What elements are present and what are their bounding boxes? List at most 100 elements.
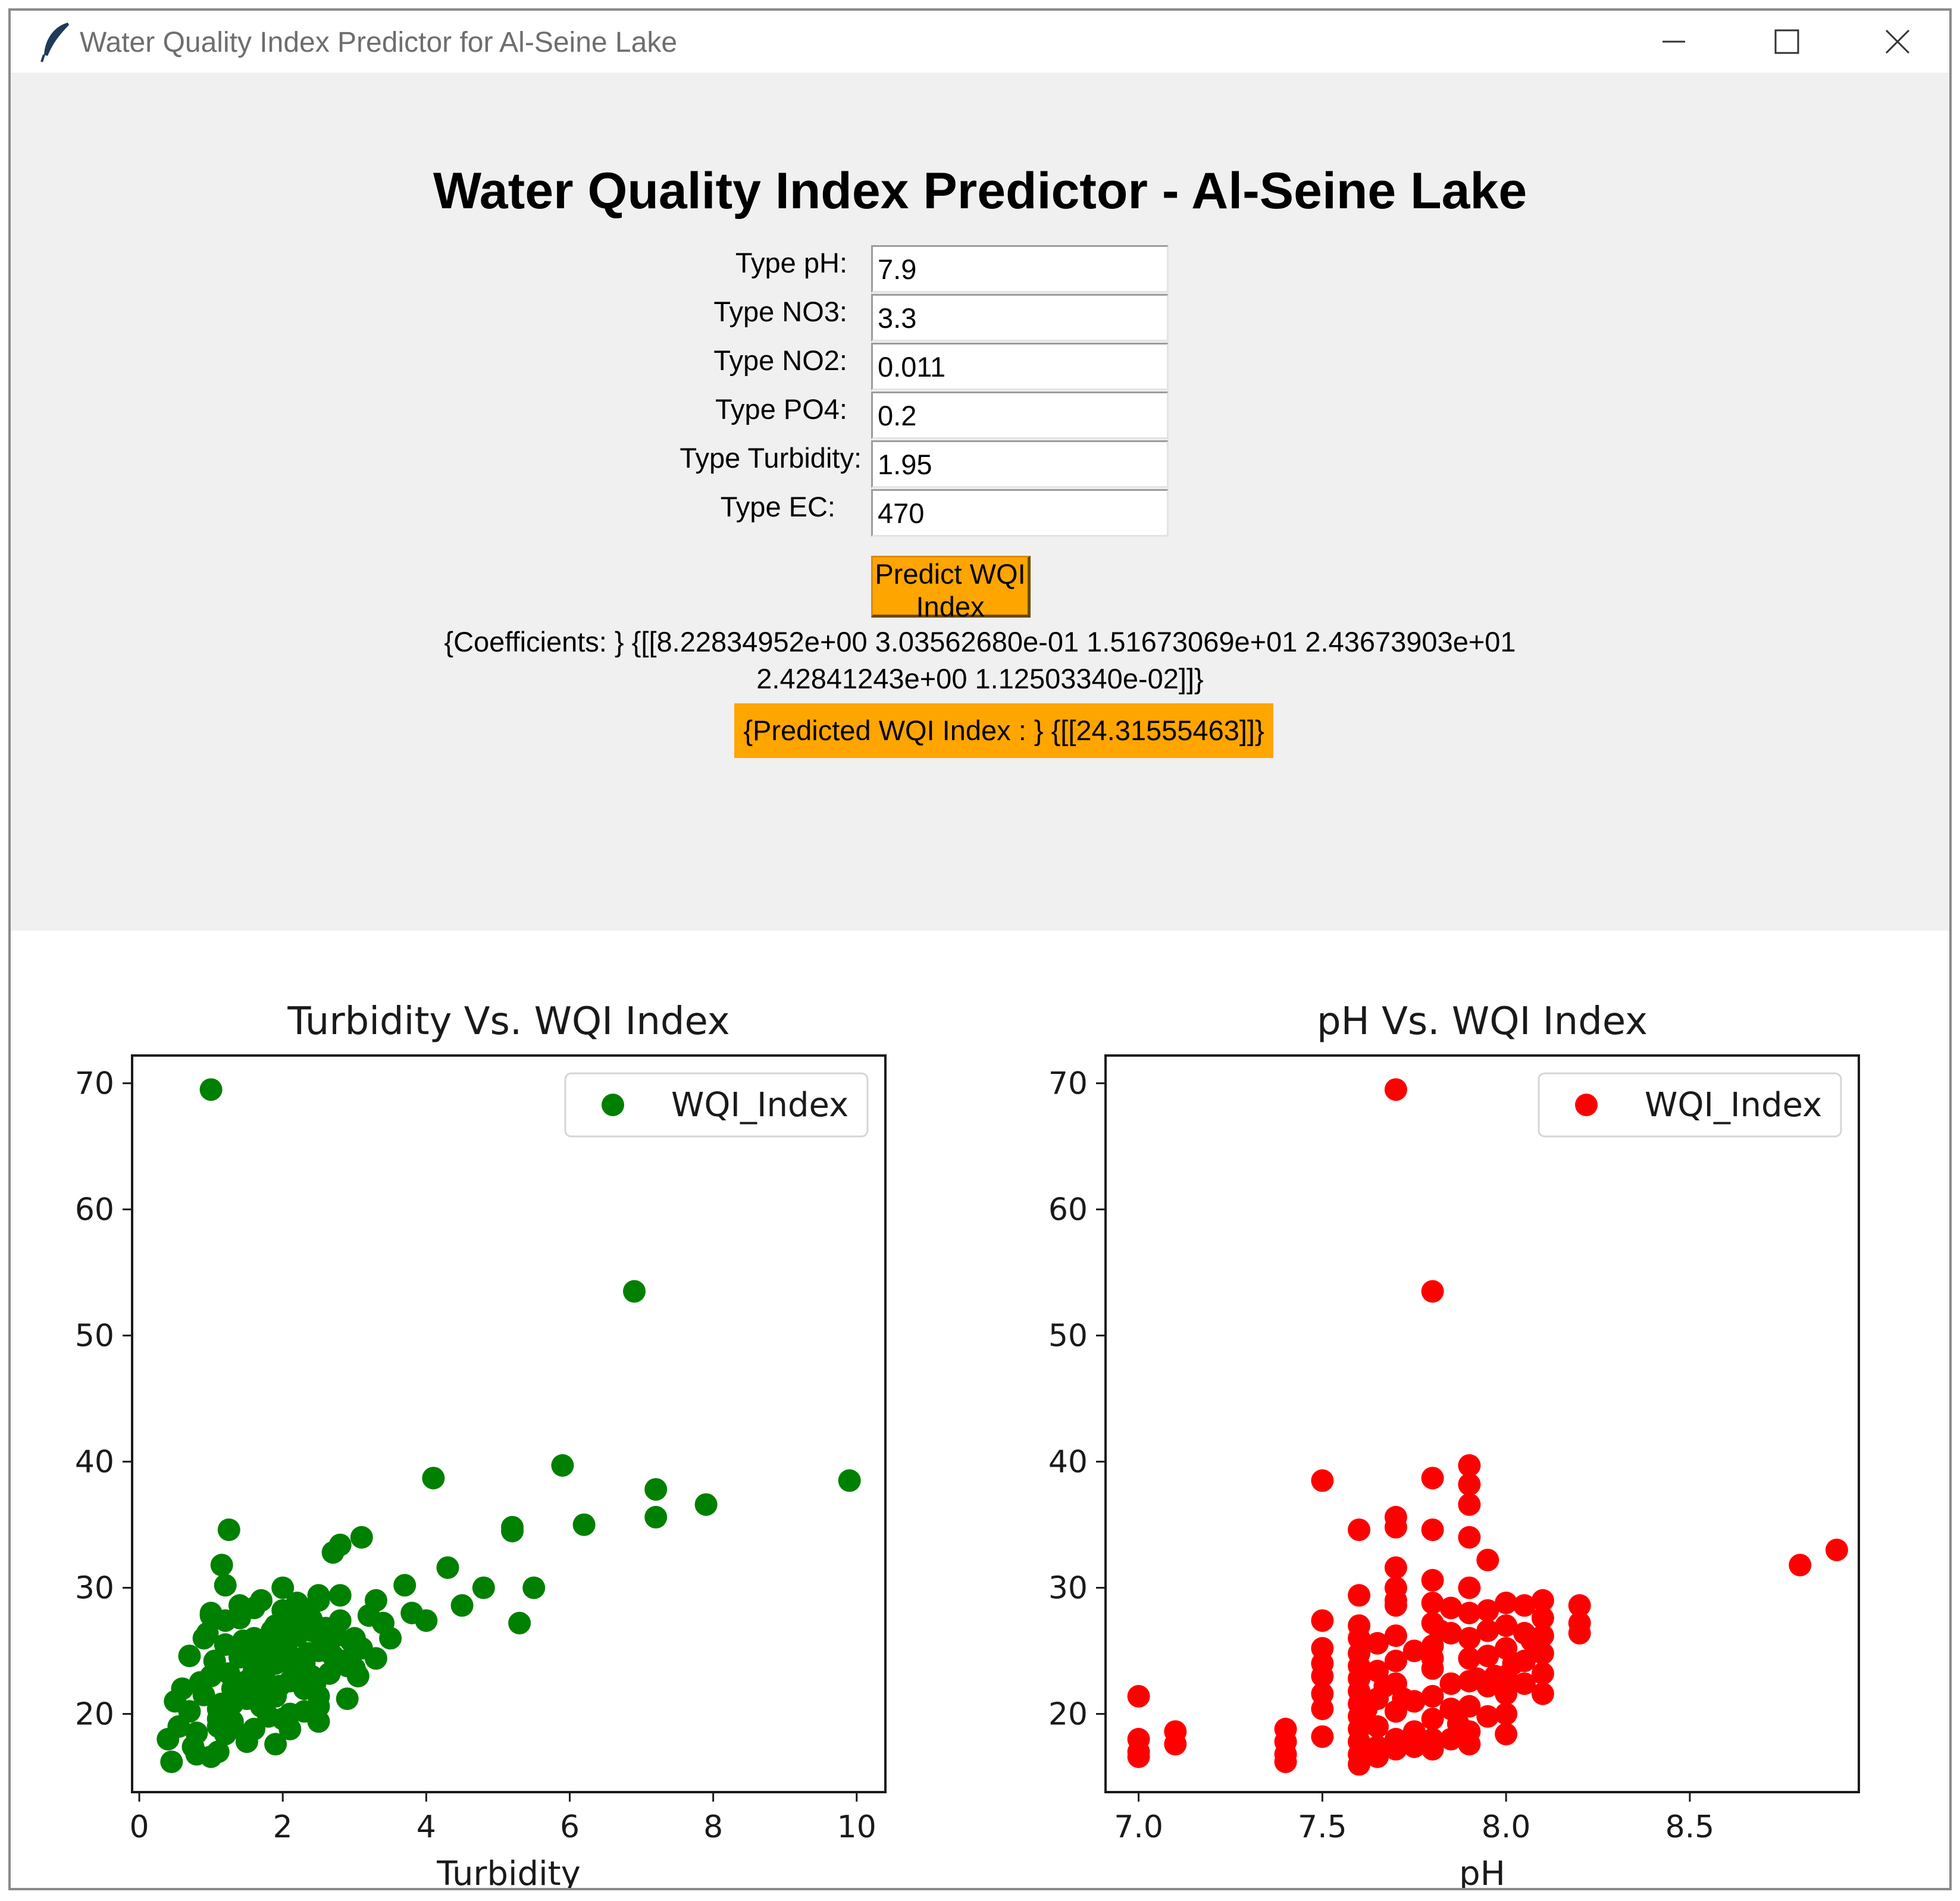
turbidity-data-point <box>221 1692 244 1715</box>
ph-y-tick-label: 30 <box>1048 1571 1088 1606</box>
ph-y-tick-label: 60 <box>1048 1192 1088 1228</box>
turbidity-data-point <box>185 1743 208 1766</box>
ph-data-point <box>1502 1652 1525 1675</box>
ph-data-point <box>1458 1602 1481 1624</box>
no2-input[interactable] <box>871 343 1169 390</box>
ec-label: Type EC: <box>720 491 835 522</box>
feather-icon <box>37 20 75 63</box>
turbidity-data-point <box>235 1730 258 1753</box>
ph-data-point <box>1421 1737 1444 1761</box>
page-title: Water Quality Index Predictor - Al-Seine… <box>433 162 1527 220</box>
turbidity-data-point <box>264 1733 287 1756</box>
turbidity-data-point <box>271 1599 295 1622</box>
turbidity-x-tick-label: 6 <box>560 1809 580 1845</box>
no3-input[interactable] <box>871 294 1169 342</box>
ph-legend-marker <box>1575 1094 1598 1116</box>
input-panel: Water Quality Index Predictor - Al-Seine… <box>11 73 1949 931</box>
app-window: Water Quality Index Predictor for Al-Sei… <box>8 8 1952 1890</box>
turbidity-y-tick-label: 30 <box>75 1571 114 1606</box>
ph-data-point <box>1531 1589 1554 1612</box>
turbidity-data-point <box>328 1652 352 1675</box>
ph-input[interactable] <box>871 245 1169 293</box>
turbidity-data-point <box>271 1576 295 1599</box>
ph-data-point <box>1421 1708 1444 1730</box>
turbidity-data-point <box>171 1677 194 1700</box>
turbidity-data-point <box>217 1518 240 1542</box>
minimize-button[interactable] <box>1617 11 1730 73</box>
turbidity-data-point <box>307 1589 330 1612</box>
ph-data-point <box>1458 1733 1481 1756</box>
ph-data-point <box>1384 1078 1407 1101</box>
ph-data-point <box>1458 1627 1481 1650</box>
close-icon <box>1885 29 1910 54</box>
predict-button[interactable]: Predict WQI Index <box>871 556 1031 622</box>
ph-data-point <box>1458 1647 1481 1670</box>
ph-data-point <box>1164 1733 1187 1756</box>
charts-svg: Turbidity Vs. WQI Index 0 2 4 6 8 10 20 30 40 50 60… <box>75 1000 1860 1888</box>
ph-data-point <box>1384 1589 1407 1612</box>
ph-y-tick-label: 50 <box>1048 1319 1088 1354</box>
maximize-button[interactable] <box>1730 11 1843 73</box>
ph-data-point <box>1531 1682 1554 1705</box>
turbidity-legend-marker <box>602 1094 624 1116</box>
turbidity-data-point <box>278 1645 302 1668</box>
ph-data-point <box>1458 1526 1481 1549</box>
ph-data-point <box>1402 1639 1426 1662</box>
ec-input[interactable] <box>871 489 1169 537</box>
turbidity-y-tick-label: 50 <box>75 1319 114 1354</box>
no3-label: Type NO3: <box>713 296 847 327</box>
turbidity-input[interactable] <box>871 440 1169 488</box>
ph-data-point <box>1520 1629 1543 1652</box>
ph-y-tick-label: 70 <box>1048 1066 1088 1102</box>
ph-data-point <box>1421 1592 1444 1614</box>
ph-data-point <box>1825 1539 1848 1561</box>
ph-x-tick-label: 7.5 <box>1298 1809 1347 1845</box>
window-title: Water Quality Index Predictor for Al-Sei… <box>80 27 678 58</box>
ph-data-point <box>1439 1596 1463 1620</box>
turbidity-data-point <box>551 1454 574 1477</box>
ph-data-point <box>1366 1631 1389 1655</box>
ph-data-point <box>1384 1515 1407 1539</box>
turbidity-data-point <box>364 1647 387 1670</box>
title-bar: Water Quality Index Predictor for Al-Sei… <box>11 11 1949 73</box>
ph-data-point <box>1429 1619 1451 1642</box>
turbidity-data-point <box>623 1280 646 1303</box>
turbidity-data-point <box>522 1576 546 1599</box>
ph-data-point <box>1311 1469 1334 1492</box>
ph-data-point <box>1421 1568 1444 1592</box>
turbidity-data-point <box>644 1505 668 1529</box>
ph-data-point <box>1439 1672 1463 1695</box>
ph-data-point <box>1384 1737 1407 1761</box>
turbidity-data-point <box>328 1533 352 1556</box>
turbidity-y-tick-label: 20 <box>75 1697 114 1733</box>
turbidity-x-tick-label: 0 <box>130 1809 149 1845</box>
po4-label: Type PO4: <box>715 393 847 425</box>
ph-data-point <box>1311 1609 1334 1632</box>
po4-input[interactable] <box>871 392 1169 439</box>
ph-data-point <box>1402 1735 1426 1758</box>
ph-data-point <box>1392 1687 1415 1711</box>
turbidity-y-tick-label: 40 <box>75 1445 114 1480</box>
ph-label: Type pH: <box>735 247 847 278</box>
turbidity-data-point <box>838 1469 861 1492</box>
turbidity-chart-title: Turbidity Vs. WQI Index <box>287 1000 729 1044</box>
ph-data-point <box>1458 1473 1481 1496</box>
ph-data-point <box>1421 1684 1444 1708</box>
ph-data-point <box>1495 1614 1518 1637</box>
turbidity-data-point <box>243 1596 265 1620</box>
ph-data-point <box>1458 1493 1481 1516</box>
turbidity-data-point <box>189 1671 212 1694</box>
ph-data-point <box>1458 1576 1481 1599</box>
turbidity-data-point <box>400 1602 424 1624</box>
turbidity-data-point <box>644 1478 668 1501</box>
turbidity-data-point <box>336 1687 359 1711</box>
ph-data-point <box>1311 1698 1334 1721</box>
turbidity-y-tick-label: 60 <box>75 1192 114 1228</box>
coefficients-line-1: {Coefficients: } {[[8.22834952e+00 3.035… <box>444 626 1516 657</box>
turbidity-data-point <box>192 1627 215 1650</box>
turbidity-data-point <box>307 1684 330 1708</box>
ph-data-point <box>1446 1712 1470 1736</box>
close-button[interactable] <box>1841 11 1954 73</box>
turbidity-data-point <box>339 1629 362 1652</box>
turbidity-data-point <box>214 1723 237 1746</box>
